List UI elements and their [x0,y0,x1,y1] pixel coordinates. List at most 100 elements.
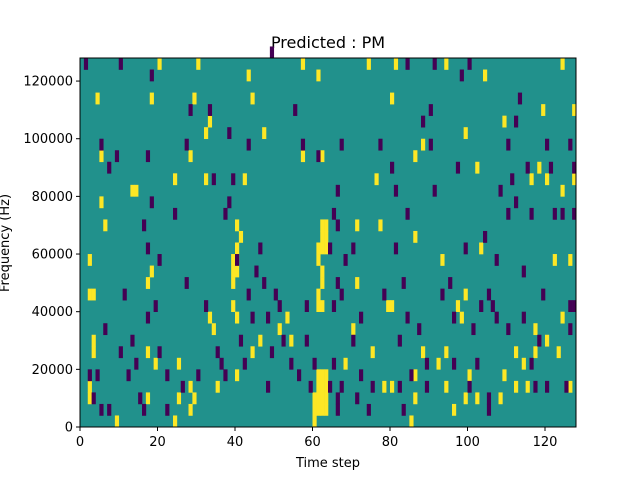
heatmap-cell-high [316,254,321,266]
heatmap-cell-high [529,173,534,186]
heatmap-cell-low [266,311,271,324]
heatmap-cell-high [231,265,236,278]
heatmap-cell-low [157,346,162,359]
heatmap-cell-high [316,288,321,301]
heatmap-cell-high [277,323,282,336]
heatmap-cell-low [149,69,154,82]
heatmap-cell-low [510,173,515,186]
heatmap-cell-high [541,104,546,116]
heatmap-cell-low [409,369,414,382]
heatmap-cell-low [138,392,143,405]
heatmap-cell-low [545,380,550,393]
heatmap-cell-low [378,138,383,151]
heatmap-cell-high [173,173,178,186]
heatmap-cell-low [196,369,201,382]
heatmap-cell-high [463,288,468,301]
heatmap-cell-low [114,150,120,163]
heatmap-cell-high [533,323,538,336]
y-tick-label: 20000 [32,363,73,378]
heatmap-cell-high [145,277,151,289]
heatmap-cell-low [316,150,321,163]
heatmap-cell-high [192,392,197,405]
heatmap-cell-low [246,138,251,151]
heatmap-cell-low [130,334,135,347]
heatmap-cell-low [533,380,538,393]
heatmap-cell-high [157,58,162,70]
x-axis-label: Time step [295,456,360,471]
heatmap-cell-low [107,403,112,416]
heatmap-cell-low [521,265,526,278]
heatmap-cell-low [568,323,573,336]
heatmap-cell-low [91,392,96,405]
heatmap-cell-low [452,311,457,324]
heatmap-cell-low [223,207,228,220]
heatmap-cell-low [281,334,286,347]
heatmap-cell-high [320,150,325,163]
heatmap-cell-low [300,138,306,151]
heatmap-cell-high [196,58,201,70]
heatmap-cell-high [479,242,484,255]
heatmap-cell-low [452,357,457,370]
x-tick-label: 0 [76,435,84,450]
heatmap-cell-low [304,334,309,347]
heatmap-cell-high [320,230,325,243]
heatmap-cell-high [145,392,151,405]
heatmap-cell-high [572,104,577,116]
heatmap-cell-low [545,138,550,151]
heatmap-cell-low [432,58,437,70]
heatmap-cell-high [316,69,321,82]
heatmap-cell-low [432,184,437,197]
heatmap-cell-high [390,92,395,105]
heatmap-cell-high [320,277,325,289]
heatmap-cell-high [91,334,96,347]
heatmap-cell-high [324,219,329,232]
heatmap-cell-low [184,138,189,151]
x-tick-label: 20 [149,435,166,450]
heatmap-cell-high [459,311,464,324]
heatmap-cell-high [413,230,418,243]
heatmap-cell-low [548,161,554,174]
heatmap-cell-high [413,369,418,382]
heatmap-cell-high [514,380,519,393]
heatmap-cell-high [87,254,92,266]
heatmap-cell-low [514,115,519,128]
heatmap-cell-low [180,380,185,393]
heatmap-cell-high [390,380,395,393]
heatmap-cell-low [514,196,519,209]
heatmap-cell-high [533,346,538,359]
heatmap-cell-high [312,392,317,405]
heatmap-cell-high [568,380,573,393]
heatmap-cell-high [242,173,247,186]
heatmap-cell-low [149,196,154,209]
heatmap-cell-low [401,277,406,289]
heatmap-cell-low [118,346,123,359]
heatmap-cell-low [506,207,511,220]
y-axis-label: Frequency (Hz) [0,194,13,292]
heatmap-cell-low [207,104,213,116]
heatmap-cell-low [335,392,340,405]
heatmap-cell-low [312,357,317,370]
heatmap-cell-high [235,369,240,382]
heatmap-cell-high [552,254,557,266]
heatmap-cell-high [211,323,216,336]
heatmap-cell-high [207,115,213,128]
heatmap-cell-low [242,357,247,370]
heatmap-cell-high [103,219,108,232]
heatmap-cell-high [87,288,92,301]
heatmap-cell-high [421,138,426,151]
heatmap-cell-low [537,334,542,347]
heatmap-cell-low [273,288,278,301]
heatmap-cell-high [483,69,488,82]
heatmap-cell-low [568,300,573,312]
heatmap-cell-low [506,323,511,336]
heatmap-cell-low [424,380,430,393]
heatmap-cell-low [517,92,523,105]
heatmap-cell-high [145,346,151,359]
heatmap-cell-high [95,92,100,105]
heatmap-cell-high [91,346,96,359]
heatmap-cell-high [572,173,577,186]
heatmap-cell-low [359,369,364,382]
heatmap-cell-high [320,242,325,255]
x-axis-ticks: 0 20 40 60 80 100 120 [76,427,557,450]
heatmap-cell-high [324,392,329,405]
